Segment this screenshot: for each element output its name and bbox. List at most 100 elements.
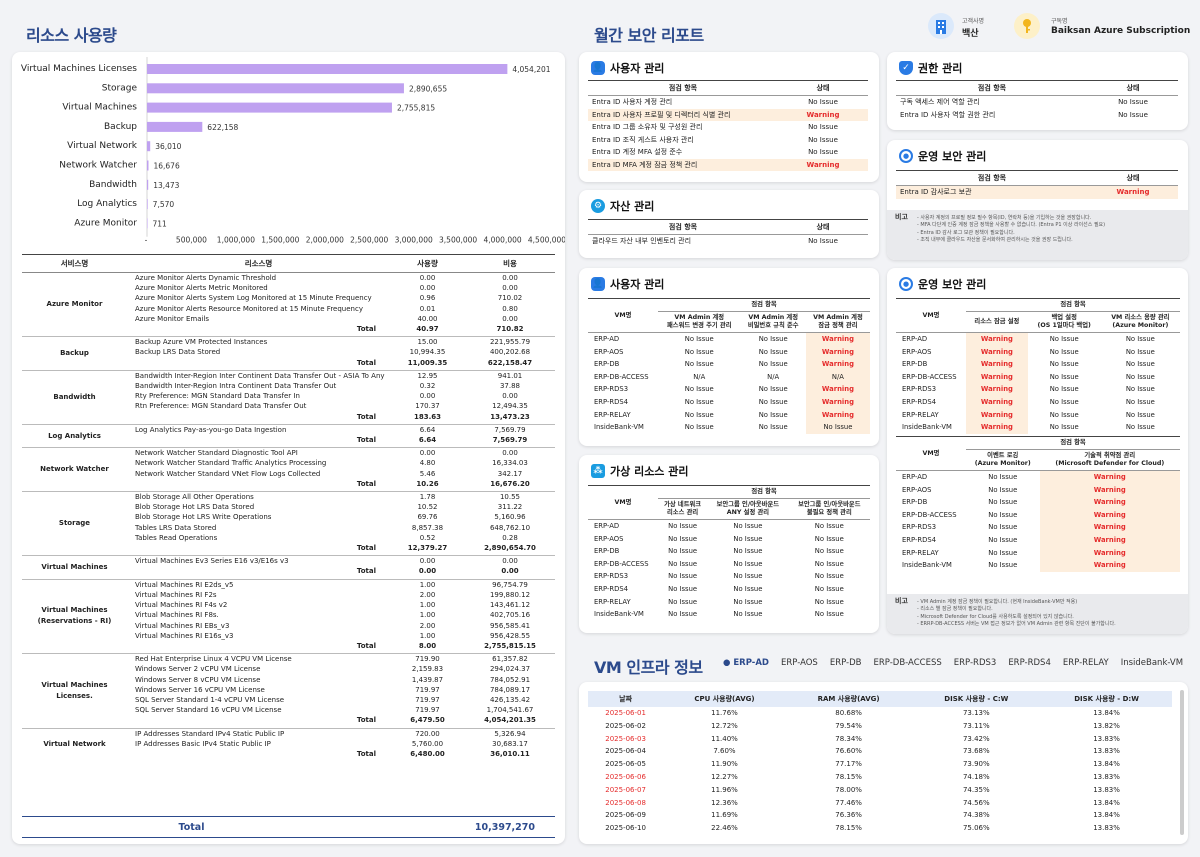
vm-check-status: No Issue (988, 485, 1018, 494)
cost-value: 5,160.96 (494, 513, 526, 522)
cost-value: 294,024.37 (489, 665, 531, 674)
vm-name: ERP-AOS (594, 534, 624, 543)
chart-value-label: 13,473 (153, 181, 179, 190)
chart-tick-label: 4,500,000 (528, 236, 565, 245)
total-label: Total (356, 325, 376, 334)
cost-row: Bandwidth Inter-Region Intra Continent D… (22, 381, 555, 391)
infra-row: 2025-06-02 12.72% 79.54% 73.11% 13.82% (588, 720, 1172, 733)
chart-bar (147, 160, 149, 171)
usage-value: 12.95 (390, 369, 465, 382)
vm-row: ERP-DB No Issue No Issue No Issue (588, 545, 870, 558)
vm-name: ERP-DB-ACCESS (902, 510, 957, 519)
vm-row: ERP-DB No Issue Warning (896, 496, 1180, 509)
cost-value: 37.88 (499, 382, 521, 391)
infra-metric: 13.84% (1093, 709, 1120, 717)
virtual-resource-title: ⁂ 가상 리소스 관리 (591, 463, 689, 479)
check-column-header: 보안그룹 인/아웃바운드 ANY 설정 관리 (707, 498, 789, 520)
vm-row: ERP-AOS No Issue No Issue Warning (588, 345, 870, 359)
vm-row: ERP-AD No Issue Warning (896, 470, 1180, 484)
cost-row: Blob Storage Hot LRS Data Stored 10.52 311… (22, 502, 555, 512)
cost-total: 2,890,654.70 (484, 544, 536, 553)
cost-total-row: Total 12,379.27 2,890,654.70 (22, 543, 555, 556)
cost-value: 784,089.17 (489, 685, 531, 694)
infra-metric: 73.11% (962, 721, 990, 730)
check-item: Entra ID MFA 계정 잠금 정책 관리 (588, 158, 778, 171)
vm-name: ERP-AOS (594, 347, 624, 356)
vm-name: ERP-AOS (902, 347, 932, 356)
cost-total: 710.82 (496, 325, 524, 334)
vm-check-status: No Issue (814, 584, 844, 593)
check-column-header: VM Admin 계정 비밀번호 규칙 준수 (740, 311, 806, 333)
infra-metric: 74.18% (962, 772, 990, 781)
vm-tab-erp-relay[interactable]: ERP-RELAY (1062, 658, 1109, 668)
vm-name: ERP-RDS4 (902, 535, 937, 544)
user-management-table: 점검 항목 상태 Entra ID 사용자 계정 관리 No Issue Entra I… (588, 80, 868, 171)
status-header-cell: 점검 항목 (896, 170, 1088, 186)
check-item: Entra ID 사용자 프로필 및 디렉터리 식별 관리 (588, 108, 778, 121)
vm-row: ERP-RDS4 No Issue No Issue No Issue (588, 583, 870, 596)
cost-row: Azure Monitor Emails 40.00 0.00 (22, 314, 555, 324)
vm-check-status: No Issue (668, 597, 698, 606)
vm-name: ERP-DB-ACCESS (594, 559, 649, 568)
vm-check-status: No Issue (1049, 372, 1079, 381)
chart-bar (147, 179, 149, 190)
cost-total: 4,054,201.35 (484, 716, 536, 725)
check-status: No Issue (808, 135, 838, 144)
infra-metric: 78.15% (835, 772, 862, 781)
vm-name: ERP-DB (594, 547, 620, 556)
usage-value: 1.00 (419, 601, 436, 610)
check-row: Entra ID 그룹 소유자 및 구성원 관리 No Issue (588, 121, 868, 134)
vm-tab-erp-rds3[interactable]: ERP-RDS3 (953, 658, 997, 668)
service-name: Backup (22, 336, 127, 371)
cost-row: Virtual Machines RI F8s. 1.00 402,705.16 (22, 610, 555, 620)
resource-name: Network Watcher Standard VNet Flow Logs … (135, 469, 321, 478)
vm-row: ERP-DB No Issue No Issue Warning (588, 358, 870, 371)
vm-name: InsideBank-VM (594, 423, 644, 432)
chart-bar (147, 218, 148, 229)
vm-check-status: No Issue (1049, 410, 1079, 419)
vm-tab-erp-aos[interactable]: ERP-AOS (780, 658, 818, 668)
vm-check-status: No Issue (1125, 360, 1155, 369)
vm-tab-erp-rds4[interactable]: ERP-RDS4 (1008, 658, 1051, 668)
asset-management-title: ⚙ 자산 관리 (591, 198, 654, 214)
infra-row: 2025-06-08 12.36% 77.46% 74.56% 13.84% (588, 797, 1172, 810)
vm-check-status: No Issue (1125, 385, 1155, 394)
vm-infra-scrollbar[interactable] (1180, 690, 1184, 835)
vm-row: ERP-DB-ACCESS No Issue No Issue No Issue (588, 558, 870, 571)
infra-metric: 79.54% (835, 721, 862, 730)
infra-metric: 76.60% (835, 747, 862, 756)
vm-check-status: Warning (805, 383, 870, 396)
vm-tab-erp-ad[interactable]: ● ERP-AD (723, 658, 769, 668)
check-item: Entra ID 조직 게스트 사용자 관리 (592, 135, 694, 144)
chart-category-label: Virtual Network (67, 141, 138, 151)
note-line: - Entra ID 감사 로그 보관 정책이 필요합니다. (917, 229, 1015, 236)
vm-check-status: No Issue (814, 572, 844, 581)
infra-metric: 74.38% (962, 811, 990, 820)
chart-category-label: Network Watcher (59, 161, 137, 171)
cost-row: Rtn Preference: MGN Standard Data Transf… (22, 401, 555, 411)
status-header-cell: 상태 (1088, 170, 1178, 186)
vm-check-status: Warning (966, 408, 1028, 422)
vm-tab-erp-db-access[interactable]: ERP-DB-ACCESS (873, 658, 942, 668)
cost-row: Virtual Machines RI EBs_v3 2.00 956,585.41 (22, 621, 555, 631)
cost-value: 710.02 (497, 294, 523, 303)
infra-metric: 7.60% (713, 747, 736, 756)
vm-ops-table-1: VM명 점검 항목 리소스 잠금 설정 백업 설정 (OS 1일마다 백업) VM 리소스… (896, 298, 1180, 434)
cost-row: Windows Server 8 vCPU VM License 1,439.87… (22, 675, 555, 685)
vm-check-status: No Issue (814, 610, 844, 619)
check-row: Entra ID 사용자 역할 권한 관리 No Issue (896, 109, 1178, 122)
key-icon (1014, 13, 1040, 39)
ops-security-title: ● 운영 보안 관리 (899, 148, 986, 164)
vm-check-status: No Issue (758, 423, 788, 432)
usage-value: 0.00 (390, 447, 465, 459)
vm-tab-erp-db[interactable]: ERP-DB (829, 658, 862, 668)
total-label: Total (356, 479, 376, 488)
resource-name: Azure Monitor Emails (135, 314, 210, 323)
infra-metric: 73.13% (962, 709, 990, 717)
vm-tab-insidebank-vm[interactable]: InsideBank-VM (1120, 658, 1184, 668)
cost-row: Azure Monitor Alerts Metric Monitored 0.0… (22, 283, 555, 293)
cost-header-cell: 리소스명 (127, 254, 390, 273)
vm-check-status: Warning (1039, 483, 1180, 497)
cost-value: 0.28 (502, 533, 518, 542)
cost-total: 0.00 (501, 567, 519, 576)
